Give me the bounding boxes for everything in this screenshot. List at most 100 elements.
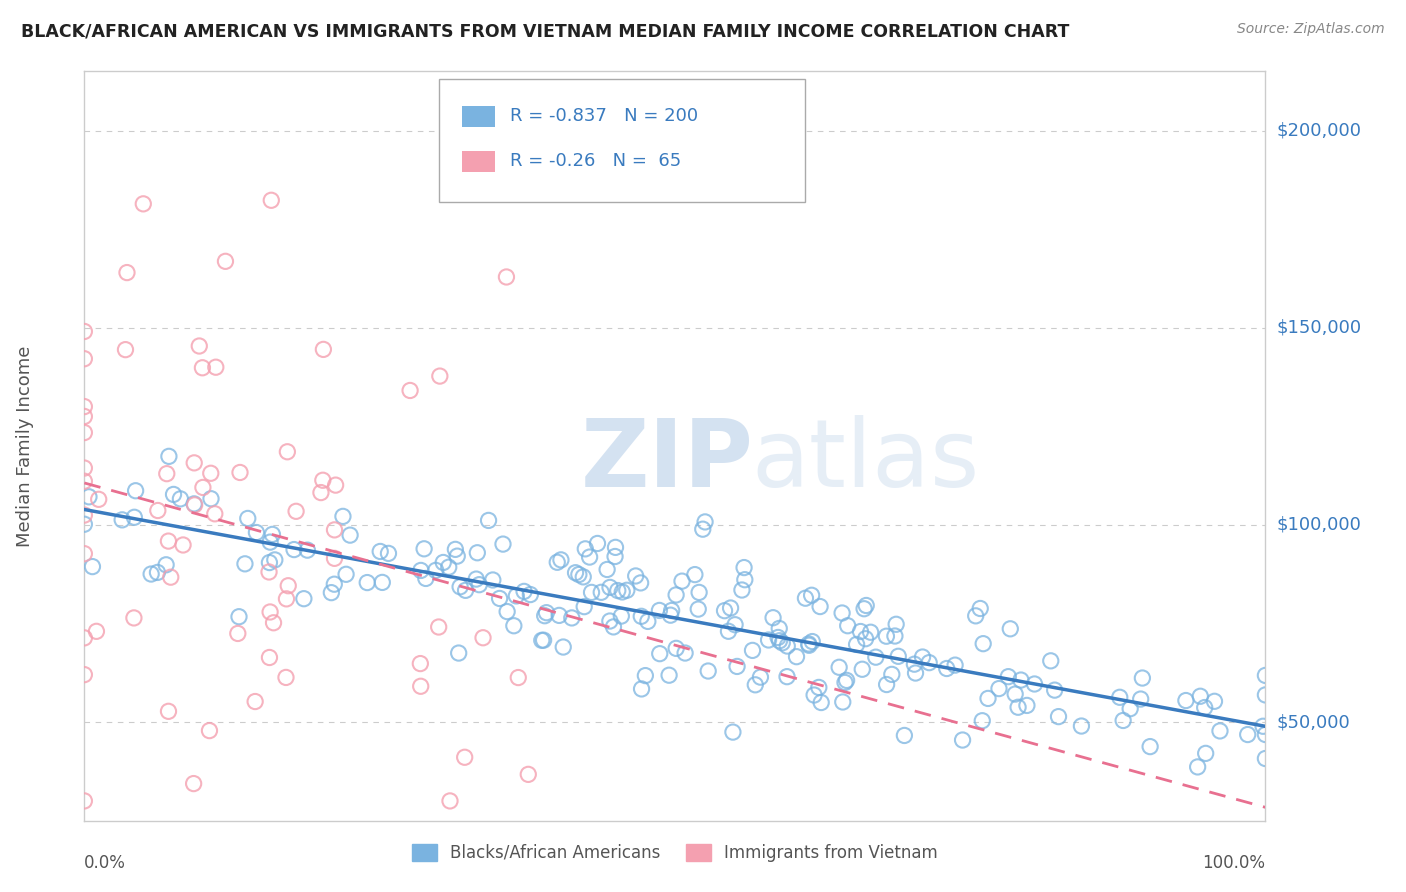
Point <box>758 632 780 647</box>
Point <box>578 550 600 565</box>
Point <box>605 541 627 555</box>
Point <box>548 608 571 623</box>
Point <box>191 360 214 375</box>
Point <box>828 660 851 674</box>
Point <box>73 461 96 475</box>
Point <box>606 583 628 598</box>
Point <box>73 508 96 522</box>
Point <box>855 599 877 613</box>
Text: $100,000: $100,000 <box>1277 516 1361 534</box>
Point <box>263 615 285 630</box>
Point <box>513 584 536 599</box>
Point <box>1209 723 1232 738</box>
Point <box>236 511 259 525</box>
Point <box>259 605 281 619</box>
Point <box>1254 688 1277 702</box>
Point <box>835 673 858 688</box>
Point <box>276 591 298 606</box>
Point <box>803 688 825 702</box>
Point <box>259 535 281 549</box>
Point <box>665 641 688 656</box>
Point <box>172 538 194 552</box>
Point <box>880 667 903 681</box>
Point <box>321 585 343 599</box>
Point <box>659 608 682 623</box>
Point <box>725 659 748 673</box>
Point <box>744 678 766 692</box>
Point <box>741 643 763 657</box>
Point <box>233 557 256 571</box>
Point <box>800 588 823 602</box>
Point <box>257 565 280 579</box>
Point <box>432 556 454 570</box>
Point <box>536 606 558 620</box>
Point <box>1130 671 1153 685</box>
Point <box>801 634 824 648</box>
Point <box>292 591 315 606</box>
Point <box>429 369 451 384</box>
Point <box>859 625 882 640</box>
Point <box>581 585 603 599</box>
Point <box>943 658 966 673</box>
Point <box>146 503 169 517</box>
Point <box>276 444 298 458</box>
Point <box>851 662 873 676</box>
Point <box>263 553 285 567</box>
Point <box>1119 702 1142 716</box>
Point <box>683 567 706 582</box>
Point <box>734 573 756 587</box>
Point <box>517 767 540 781</box>
Point <box>505 589 527 603</box>
Point <box>111 513 134 527</box>
Text: Source: ZipAtlas.com: Source: ZipAtlas.com <box>1237 22 1385 37</box>
Point <box>808 599 831 614</box>
Point <box>972 637 994 651</box>
Point <box>122 611 145 625</box>
Point <box>368 544 391 558</box>
Point <box>454 583 477 598</box>
Point <box>482 573 505 587</box>
Point <box>157 450 180 464</box>
Point <box>454 750 477 764</box>
Point <box>169 491 191 506</box>
Text: $200,000: $200,000 <box>1277 121 1361 139</box>
Point <box>73 425 96 440</box>
Point <box>762 611 785 625</box>
Point <box>188 339 211 353</box>
FancyBboxPatch shape <box>439 78 804 202</box>
Point <box>810 696 832 710</box>
Point <box>502 619 524 633</box>
Point <box>596 562 619 576</box>
Text: R = -0.26   N =  65: R = -0.26 N = 65 <box>509 153 681 170</box>
Point <box>630 575 652 590</box>
Point <box>1251 719 1274 733</box>
Point <box>797 637 820 651</box>
Point <box>550 553 572 567</box>
Point <box>837 618 859 632</box>
Point <box>637 615 659 629</box>
Point <box>634 668 657 682</box>
Point <box>849 624 872 639</box>
Point <box>332 509 354 524</box>
Point <box>776 670 799 684</box>
Point <box>377 546 399 560</box>
Point <box>472 631 495 645</box>
Point <box>692 522 714 536</box>
FancyBboxPatch shape <box>463 106 495 127</box>
Point <box>972 714 994 728</box>
Point <box>1254 727 1277 741</box>
Point <box>875 629 897 643</box>
Text: ZIP: ZIP <box>581 415 754 507</box>
Point <box>409 679 432 693</box>
Point <box>274 670 297 684</box>
Point <box>114 343 136 357</box>
Point <box>82 559 104 574</box>
Point <box>768 633 790 648</box>
Point <box>73 794 96 808</box>
Point <box>1194 700 1216 714</box>
Point <box>731 582 754 597</box>
Point <box>243 694 266 708</box>
Point <box>1254 668 1277 682</box>
Point <box>73 631 96 645</box>
Text: Median Family Income: Median Family Income <box>17 345 34 547</box>
